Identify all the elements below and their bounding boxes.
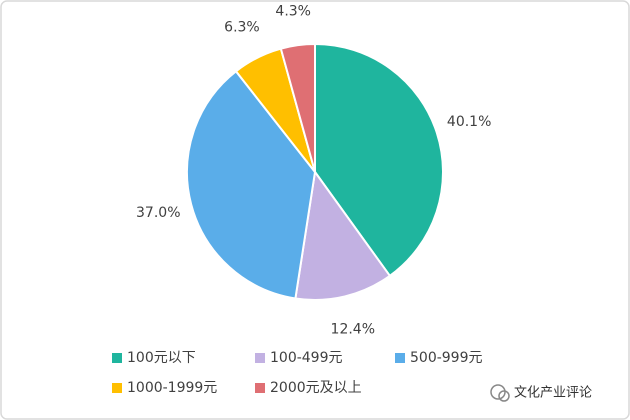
legend-label: 2000元及以上	[270, 380, 362, 396]
data-label: 12.4%	[331, 322, 375, 338]
pie-slice	[314, 42, 444, 278]
legend-label: 100元以下	[127, 350, 196, 366]
legend-swatch	[255, 353, 265, 363]
data-label: 4.3%	[275, 3, 311, 19]
legend-label: 1000-1999元	[127, 380, 217, 396]
legend-swatch	[112, 353, 122, 363]
pie-slice	[294, 169, 392, 301]
legend-swatch	[395, 353, 405, 363]
legend-swatch	[255, 383, 265, 393]
legend-label: 500-999元	[410, 350, 483, 366]
watermark-icon	[490, 384, 510, 402]
data-label: 40.1%	[447, 114, 491, 130]
watermark: 文化产业评论	[514, 386, 592, 401]
pie-slice	[279, 42, 316, 173]
legend-label: 100-499元	[270, 350, 343, 366]
legend-swatch	[112, 383, 122, 393]
data-label: 6.3%	[224, 19, 260, 35]
pie-slice	[186, 69, 317, 300]
data-label: 37.0%	[136, 205, 180, 221]
